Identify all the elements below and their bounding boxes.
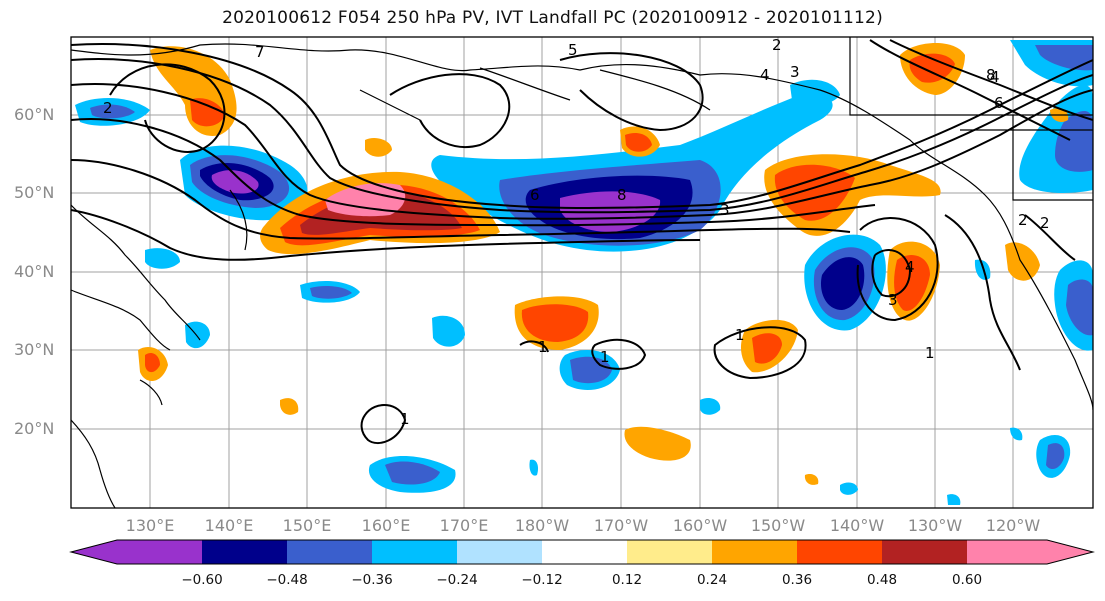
contour-label: 3 — [790, 63, 800, 81]
colorbar-tick-label: −0.48 — [266, 572, 308, 588]
colorbar-segment — [542, 540, 627, 564]
contour-label: 3 — [720, 201, 730, 219]
colorbar-tick-label: 0.12 — [611, 572, 643, 588]
coastlines — [71, 37, 1093, 508]
contour-label: 5 — [568, 41, 578, 59]
contour-label: 2 — [1018, 211, 1028, 229]
contour-label: 1 — [925, 344, 935, 362]
contour-label: 8 — [617, 186, 627, 204]
map-plot-area: 7 5 2 4 3 2 8 6 4 2 8 6 3 4 3 1 1 1 1 1 … — [71, 36, 1093, 508]
lon-label: 170°E — [439, 516, 489, 535]
colorbar-segment — [712, 540, 797, 564]
colorbar-outline — [69, 539, 1095, 565]
map-frame — [70, 36, 1094, 509]
lon-label: 150°E — [282, 516, 332, 535]
contour-label: 2 — [103, 99, 113, 117]
colorbar-extend-max — [1047, 540, 1093, 564]
lon-label: 180°W — [514, 516, 570, 535]
contour-label: 1 — [600, 348, 610, 366]
contour-label: 2 — [1040, 214, 1050, 232]
lon-label: 150°W — [750, 516, 806, 535]
contour-label: 4 — [990, 68, 1000, 86]
contour-label: 4 — [760, 66, 770, 84]
colorbar-tick-label: 0.48 — [866, 572, 898, 588]
contour-label: 4 — [905, 258, 915, 276]
lon-label: 140°E — [204, 516, 254, 535]
contour-labels: 7 5 2 4 3 2 8 6 4 2 8 6 3 4 3 1 1 1 1 1 … — [103, 36, 1050, 428]
lon-label: 130°W — [907, 516, 963, 535]
colorbar-segment — [202, 540, 287, 564]
colorbar-segment — [967, 540, 1047, 564]
lon-label: 160°W — [672, 516, 728, 535]
lat-label: 20°N — [14, 419, 55, 438]
contour-label: 1 — [400, 410, 410, 428]
colorbar-tick-label: 0.24 — [696, 572, 728, 588]
map-title: 2020100612 F054 250 hPa PV, IVT Landfall… — [222, 8, 883, 28]
lat-label: 40°N — [14, 262, 55, 281]
lon-label: 170°W — [593, 516, 649, 535]
colorbar-tick-label: −0.24 — [436, 572, 478, 588]
colorbar-segment — [287, 540, 372, 564]
lon-label: 140°W — [829, 516, 885, 535]
contour-label: 6 — [994, 94, 1004, 112]
colorbar-segment — [372, 540, 457, 564]
contour-label: 2 — [772, 36, 782, 54]
colorbar-tick-label: 0.60 — [951, 572, 983, 588]
contour-label: 1 — [735, 326, 745, 344]
contours — [71, 39, 1093, 445]
contour-label: 7 — [255, 43, 265, 61]
contour-label: 8 — [986, 66, 996, 84]
colorbar-segment — [797, 540, 882, 564]
contour-label: 6 — [530, 186, 540, 204]
colorbar-tick-label: 0.36 — [781, 572, 813, 588]
colorbar-segment — [117, 540, 202, 564]
lon-label: 120°W — [985, 516, 1041, 535]
colorbar-tick-label: −0.12 — [521, 572, 563, 588]
colorbar — [69, 539, 1095, 565]
lon-label: 130°E — [125, 516, 175, 535]
contour-label: 1 — [538, 338, 548, 356]
positive-anomalies — [138, 42, 1069, 485]
colorbar-tick-label: −0.36 — [351, 572, 393, 588]
colorbar-extend-min — [71, 540, 117, 564]
contour-label: 3 — [888, 291, 898, 309]
colorbar-segment — [457, 540, 542, 564]
colorbar-segment — [627, 540, 712, 564]
colorbar-segment — [882, 540, 967, 564]
lat-label: 50°N — [14, 183, 55, 202]
lat-label: 60°N — [14, 105, 55, 124]
lat-label: 30°N — [14, 340, 55, 359]
lon-label: 160°E — [361, 516, 411, 535]
colorbar-tick-label: −0.60 — [181, 572, 223, 588]
